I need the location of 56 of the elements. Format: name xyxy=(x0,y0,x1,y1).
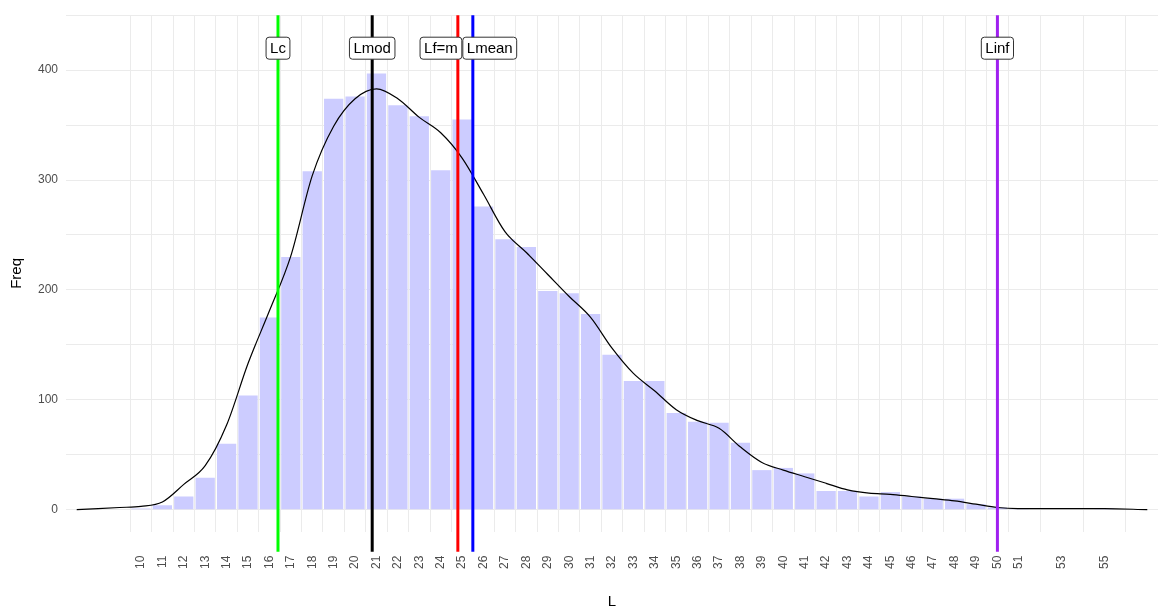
x-tick-label: 13 xyxy=(197,555,212,570)
x-tick-label: 16 xyxy=(261,555,276,570)
x-tick-label: 37 xyxy=(711,555,726,570)
x-tick-label: 19 xyxy=(325,555,340,570)
x-tick-label: 49 xyxy=(968,555,983,570)
x-tick-label: 39 xyxy=(754,555,769,570)
x-tick-label: 43 xyxy=(839,555,854,570)
y-tick-label: 400 xyxy=(37,62,59,77)
x-tick-label: 18 xyxy=(304,555,319,570)
x-tick-label: 28 xyxy=(518,555,533,570)
x-tick-label: 47 xyxy=(925,555,940,570)
ref-line-label: Linf xyxy=(985,39,1011,57)
x-tick-label: 55 xyxy=(1096,555,1111,570)
x-tick-label: 15 xyxy=(240,555,255,570)
x-tick-label: 41 xyxy=(797,555,812,570)
x-tick-label: 33 xyxy=(625,555,640,570)
x-tick-label: 50 xyxy=(989,555,1004,570)
x-tick-label: 10 xyxy=(133,555,148,570)
x-tick-label: 38 xyxy=(732,555,747,570)
x-tick-label: 31 xyxy=(582,555,597,570)
x-tick-label: 27 xyxy=(497,555,512,570)
x-tick-label: 26 xyxy=(475,555,490,570)
x-tick-label: 14 xyxy=(218,555,233,570)
x-tick-label: 12 xyxy=(176,555,191,570)
x-tick-label: 44 xyxy=(861,555,876,570)
y-tick-label: 200 xyxy=(37,282,59,297)
x-tick-label: 42 xyxy=(818,555,833,570)
y-tick-label: 0 xyxy=(51,501,59,516)
ref-line-label: Lf=m xyxy=(424,39,458,57)
x-tick-label: 17 xyxy=(283,555,298,570)
x-tick-label: 45 xyxy=(882,555,897,570)
x-tick-label: 46 xyxy=(904,555,919,570)
x-tick-label: 11 xyxy=(154,555,169,569)
x-tick-label: 35 xyxy=(668,555,683,570)
x-tick-label: 32 xyxy=(604,555,619,570)
ref-line-label: Lmean xyxy=(466,39,513,57)
x-tick-label: 48 xyxy=(946,555,961,570)
x-tick-label: 20 xyxy=(347,555,362,570)
ref-line-label: Lc xyxy=(270,39,287,57)
x-tick-label: 24 xyxy=(433,555,448,570)
x-tick-label: 30 xyxy=(561,555,576,570)
y-axis-title: Freq xyxy=(7,258,25,289)
x-tick-label: 36 xyxy=(689,555,704,570)
y-tick-label: 100 xyxy=(37,392,59,407)
x-tick-label: 22 xyxy=(390,555,405,570)
x-tick-label: 23 xyxy=(411,555,426,570)
x-tick-label: 25 xyxy=(454,555,469,570)
x-tick-label: 40 xyxy=(775,555,790,570)
x-tick-label: 53 xyxy=(1053,555,1068,570)
x-axis-title: L xyxy=(607,592,617,610)
y-tick-label: 300 xyxy=(37,172,59,187)
ref-line-label: Lmod xyxy=(353,39,391,57)
x-tick-label: 51 xyxy=(1011,555,1026,570)
x-tick-label: 34 xyxy=(647,555,662,570)
x-tick-label: 21 xyxy=(368,555,383,570)
x-tick-label: 29 xyxy=(540,555,555,570)
